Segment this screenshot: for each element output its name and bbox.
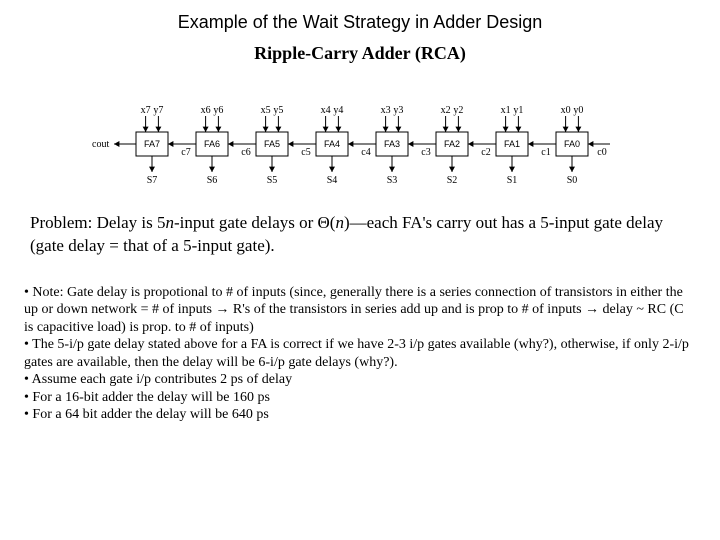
svg-text:c7: c7 — [181, 147, 190, 158]
rca-svg: cout FA7 x7y7 S7 c7 FA6 x6y6 S6 c6 FA5 x5y5 S5 c5 FA4… — [80, 92, 640, 192]
page-subtitle: Ripple-Carry Adder (RCA) — [20, 43, 700, 64]
svg-text:x6: x6 — [201, 105, 211, 116]
svg-text:FA2: FA2 — [444, 139, 460, 149]
notes-block: • Note: Gate delay is propotional to # o… — [24, 284, 696, 424]
svg-text:FA4: FA4 — [324, 139, 340, 149]
svg-text:S6: S6 — [207, 175, 218, 186]
svg-text:S4: S4 — [327, 175, 338, 186]
svg-text:c3: c3 — [421, 147, 430, 158]
note-line: • For a 64 bit adder the delay will be 6… — [24, 406, 696, 424]
svg-text:c2: c2 — [481, 147, 490, 158]
problem-statement: Problem: Delay is 5n-input gate delays o… — [30, 212, 690, 258]
svg-text:FA0: FA0 — [564, 139, 580, 149]
svg-text:y0: y0 — [573, 105, 583, 116]
svg-text:FA7: FA7 — [144, 139, 160, 149]
svg-text:y1: y1 — [513, 105, 523, 116]
svg-text:S7: S7 — [147, 175, 158, 186]
problem-mid1: -input gate delays or Θ( — [174, 213, 335, 232]
svg-text:x5: x5 — [261, 105, 271, 116]
problem-var2: n — [335, 213, 344, 232]
svg-text:y4: y4 — [333, 105, 343, 116]
svg-text:S5: S5 — [267, 175, 278, 186]
svg-text:S2: S2 — [447, 175, 458, 186]
note-line: • The 5-i/p gate delay stated above for … — [24, 336, 696, 371]
note-line: • Note: Gate delay is propotional to # o… — [24, 284, 696, 337]
problem-prefix: Problem: Delay is 5 — [30, 213, 166, 232]
page-title: Example of the Wait Strategy in Adder De… — [20, 12, 700, 33]
svg-text:FA3: FA3 — [384, 139, 400, 149]
note-line: • Assume each gate i/p contributes 2 ps … — [24, 371, 696, 389]
svg-text:S0: S0 — [567, 175, 578, 186]
svg-text:y3: y3 — [393, 105, 403, 116]
svg-text:c0: c0 — [597, 147, 606, 158]
svg-text:S1: S1 — [507, 175, 518, 186]
svg-text:c6: c6 — [241, 147, 250, 158]
svg-text:FA6: FA6 — [204, 139, 220, 149]
svg-text:y2: y2 — [453, 105, 463, 116]
svg-text:y7: y7 — [153, 105, 163, 116]
svg-text:x0: x0 — [561, 105, 571, 116]
svg-text:c5: c5 — [301, 147, 310, 158]
svg-text:x7: x7 — [141, 105, 151, 116]
svg-text:FA5: FA5 — [264, 139, 280, 149]
note-line: • For a 16-bit adder the delay will be 1… — [24, 389, 696, 407]
svg-text:S3: S3 — [387, 175, 398, 186]
svg-text:x4: x4 — [321, 105, 331, 116]
svg-text:cout: cout — [92, 139, 109, 150]
svg-text:c1: c1 — [541, 147, 550, 158]
svg-text:x3: x3 — [381, 105, 391, 116]
svg-text:c4: c4 — [361, 147, 370, 158]
svg-text:x2: x2 — [441, 105, 451, 116]
rca-diagram: cout FA7 x7y7 S7 c7 FA6 x6y6 S6 c6 FA5 x5y5 S5 c5 FA4… — [20, 92, 700, 192]
svg-text:x1: x1 — [501, 105, 511, 116]
svg-text:y5: y5 — [273, 105, 283, 116]
svg-text:y6: y6 — [213, 105, 223, 116]
svg-text:FA1: FA1 — [504, 139, 520, 149]
problem-var1: n — [166, 213, 175, 232]
